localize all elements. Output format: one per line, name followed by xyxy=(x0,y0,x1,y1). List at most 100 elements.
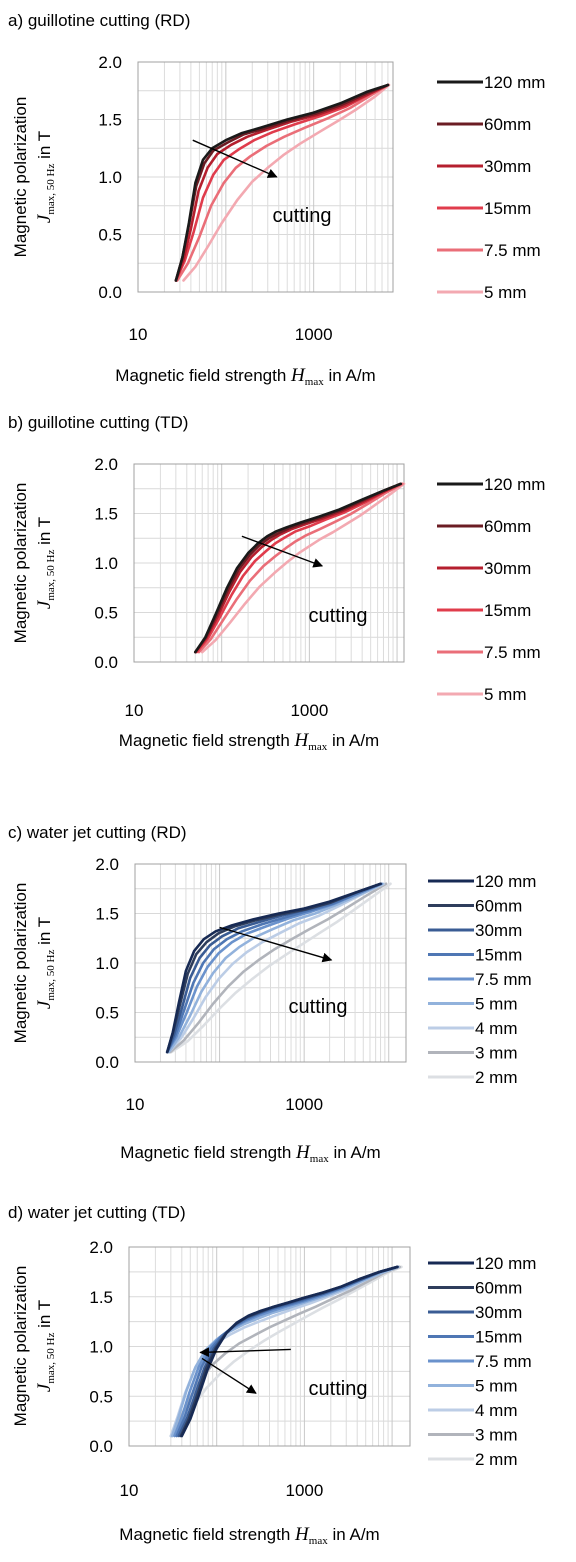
legend-entry: 60mm xyxy=(484,115,531,134)
series-line-60mm xyxy=(174,83,390,282)
plot-frame xyxy=(128,1246,411,1447)
x-tick-label: 1000 xyxy=(285,1095,323,1114)
legend-entry: 30mm xyxy=(484,157,531,176)
x-axis-label: Magnetic field strength Hmax in A/m xyxy=(119,730,379,753)
legend-entry: 120 mm xyxy=(475,1254,536,1273)
y-tick-label: 1.0 xyxy=(95,954,119,973)
legend-entry: 15mm xyxy=(484,199,531,218)
series-line-4mm xyxy=(167,882,385,1054)
series-line-15mm xyxy=(175,1265,399,1438)
y-tick-label: 0.0 xyxy=(98,283,122,302)
y-tick-label: 1.5 xyxy=(95,905,119,924)
x-tick-label: 10 xyxy=(125,701,144,720)
legend: 120 mm 60mm 30mm 15mm 7.5 mm 5 mm 4 mm 3 mm 2 mm xyxy=(428,1254,536,1469)
y-axis-label-line2: Jmax, 50 Hz in T xyxy=(34,1300,57,1392)
y-tick-label: 0.0 xyxy=(89,1437,113,1456)
panel-label: a) guillotine cutting (RD) xyxy=(8,11,190,30)
chart-panel-2: b) guillotine cutting (TD) 0.0 0.5 1.0 1.5 2.… xyxy=(8,413,545,753)
y-tick-label: 2.0 xyxy=(95,855,119,874)
legend-entry: 120 mm xyxy=(475,872,536,891)
series-group xyxy=(174,83,391,282)
annotation-cutting: cutting xyxy=(289,996,348,1018)
series-line-15mm xyxy=(195,482,403,654)
series-line-120mm xyxy=(180,1265,399,1438)
legend: 120 mm 60mm 30mm 15mm 7.5 mm 5 mm xyxy=(437,73,545,302)
legend-entry: 5 mm xyxy=(484,283,527,302)
legend: 120 mm 60mm 30mm 15mm 7.5 mm 5 mm 4 mm 3 mm 2 mm xyxy=(428,872,536,1087)
legend-entry: 60mm xyxy=(475,897,522,916)
series-line-7-5mm xyxy=(176,83,390,282)
legend-entry: 7.5 mm xyxy=(475,1352,532,1371)
series-line-120mm xyxy=(165,882,382,1054)
x-tick-label: 10 xyxy=(120,1481,139,1500)
series-line-5mm xyxy=(167,882,384,1054)
panel-label: b) guillotine cutting (TD) xyxy=(8,413,188,432)
trend-arrow xyxy=(241,535,324,568)
legend-entry: 30mm xyxy=(475,921,522,940)
y-axis-label-line1: Magnetic polarization xyxy=(11,883,30,1044)
y-tick-label: 1.0 xyxy=(98,168,122,187)
x-tick-label: 1000 xyxy=(295,325,333,344)
series-line-60mm xyxy=(165,882,382,1054)
annotation-cutting: cutting xyxy=(273,205,332,227)
y-tick-label: 0.0 xyxy=(94,653,118,672)
panel-label: c) water jet cutting (RD) xyxy=(8,823,187,842)
y-tick-label: 0.5 xyxy=(98,226,122,245)
y-tick-label: 2.0 xyxy=(98,53,122,72)
plot-frame xyxy=(134,863,407,1063)
y-axis-label-line1: Magnetic polarization xyxy=(11,483,30,644)
series-line-30mm xyxy=(194,482,403,654)
x-tick-label: 10 xyxy=(126,1095,145,1114)
series-line-15mm xyxy=(174,83,390,282)
y-tick-label: 0.5 xyxy=(95,1004,119,1023)
plot-frame xyxy=(137,61,394,293)
legend-entry: 15mm xyxy=(484,601,531,620)
series-line-2mm xyxy=(170,882,392,1054)
trend-arrow xyxy=(199,1347,291,1358)
legend-entry: 15mm xyxy=(475,1328,522,1347)
x-tick-label: 1000 xyxy=(290,701,328,720)
legend: 120 mm 60mm 30mm 15mm 7.5 mm 5 mm xyxy=(437,475,545,704)
legend-entry: 4 mm xyxy=(475,1401,518,1420)
y-tick-label: 0.5 xyxy=(94,604,118,623)
trend-arrow xyxy=(192,139,278,178)
legend-entry: 60mm xyxy=(484,517,531,536)
x-axis-label: Magnetic field strength Hmax in A/m xyxy=(120,1142,380,1165)
legend-entry: 120 mm xyxy=(484,475,545,494)
legend-entry: 5 mm xyxy=(484,685,527,704)
legend-entry: 2 mm xyxy=(475,1450,518,1469)
legend-entry: 4 mm xyxy=(475,1019,518,1038)
series-line-3mm xyxy=(168,882,388,1054)
x-axis-label: Magnetic field strength Hmax in A/m xyxy=(119,1524,379,1547)
y-tick-label: 1.5 xyxy=(94,505,118,524)
series-line-7-5mm xyxy=(197,482,404,654)
y-axis-label-line1: Magnetic polarization xyxy=(11,1266,30,1427)
legend-entry: 60mm xyxy=(475,1279,522,1298)
legend-entry: 5 mm xyxy=(475,995,518,1014)
plot-frame xyxy=(133,463,405,663)
x-tick-label: 1000 xyxy=(285,1481,323,1500)
chart-panel-4: d) water jet cutting (TD) 0.0 0.5 1.0 1.5 2.0… xyxy=(8,1203,536,1547)
annotation-cutting: cutting xyxy=(309,1378,368,1400)
legend-entry: 120 mm xyxy=(484,73,545,92)
y-axis-label-line2: Jmax, 50 Hz in T xyxy=(34,131,57,223)
series-group xyxy=(194,482,406,654)
y-tick-label: 1.0 xyxy=(94,554,118,573)
series-line-30mm xyxy=(165,882,382,1054)
legend-entry: 2 mm xyxy=(475,1068,518,1087)
y-tick-label: 1.5 xyxy=(89,1288,113,1307)
chart-panel-3: c) water jet cutting (RD) 0.0 0.5 1.0 1.5 2.0… xyxy=(8,823,536,1165)
series-line-5mm xyxy=(182,83,391,282)
series-line-2mm xyxy=(170,1265,403,1438)
y-tick-label: 2.0 xyxy=(89,1238,113,1257)
series-line-30mm xyxy=(174,83,390,282)
legend-entry: 7.5 mm xyxy=(484,643,541,662)
y-axis-label-line1: Magnetic polarization xyxy=(11,97,30,258)
legend-entry: 30mm xyxy=(475,1303,522,1322)
trend-arrow xyxy=(201,1357,257,1394)
y-tick-label: 2.0 xyxy=(94,455,118,474)
legend-entry: 7.5 mm xyxy=(475,970,532,989)
legend-entry: 3 mm xyxy=(475,1426,518,1445)
legend-entry: 5 mm xyxy=(475,1377,518,1396)
